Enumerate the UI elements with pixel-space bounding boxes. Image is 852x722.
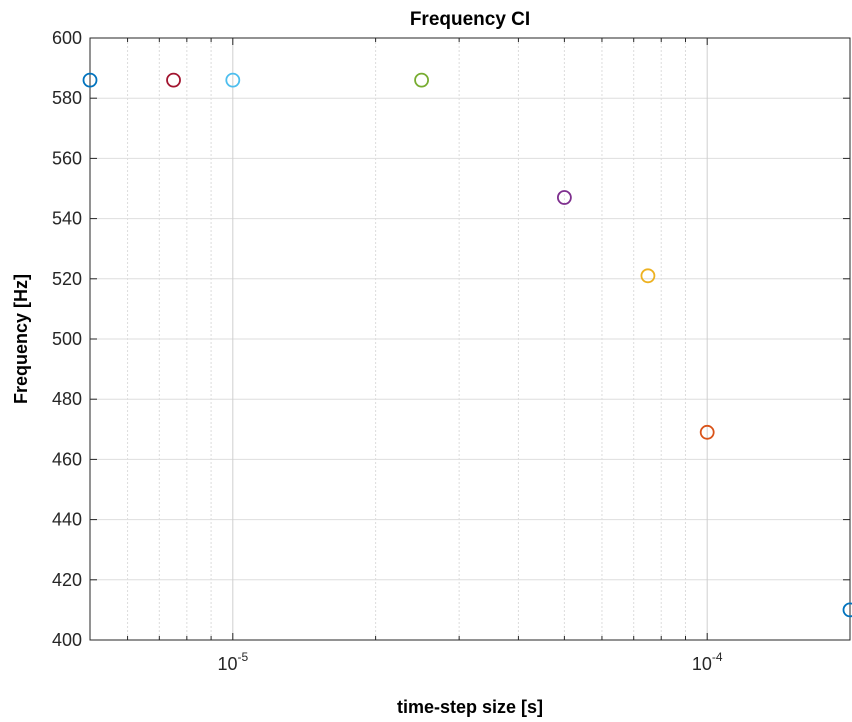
y-tick-label: 500: [52, 329, 82, 349]
data-point: [166, 72, 181, 88]
data-points: [82, 72, 852, 618]
data-point: [640, 268, 656, 284]
ticks: 400 420 440 460 480 500 520 540 560 580 600 10-5 10-…: [52, 28, 850, 674]
data-point: [556, 190, 572, 205]
y-tick-label: 440: [52, 510, 82, 530]
data-point: [225, 72, 241, 88]
y-tick-label: 480: [52, 389, 82, 409]
y-axis-label: Frequency [Hz]: [11, 274, 31, 404]
y-tick-label: 460: [52, 449, 82, 469]
data-point: [699, 424, 715, 440]
chart-title: Frequency CI: [410, 9, 530, 30]
data-point: [82, 72, 98, 88]
data-point: [414, 72, 429, 88]
y-tick-label: 400: [52, 630, 82, 650]
grid: [90, 38, 850, 640]
y-tick-label: 600: [52, 28, 82, 48]
x-axis-label: time-step size [s]: [397, 697, 543, 717]
y-tick-label: 560: [52, 148, 82, 168]
x-tick-label: 10-4: [692, 650, 723, 674]
y-tick-label: 580: [52, 88, 82, 108]
y-tick-label: 540: [52, 209, 82, 229]
y-tick-label: 520: [52, 269, 82, 289]
data-point: [842, 602, 852, 618]
y-tick-label: 420: [52, 570, 82, 590]
x-tick-label: 10-5: [217, 650, 248, 674]
